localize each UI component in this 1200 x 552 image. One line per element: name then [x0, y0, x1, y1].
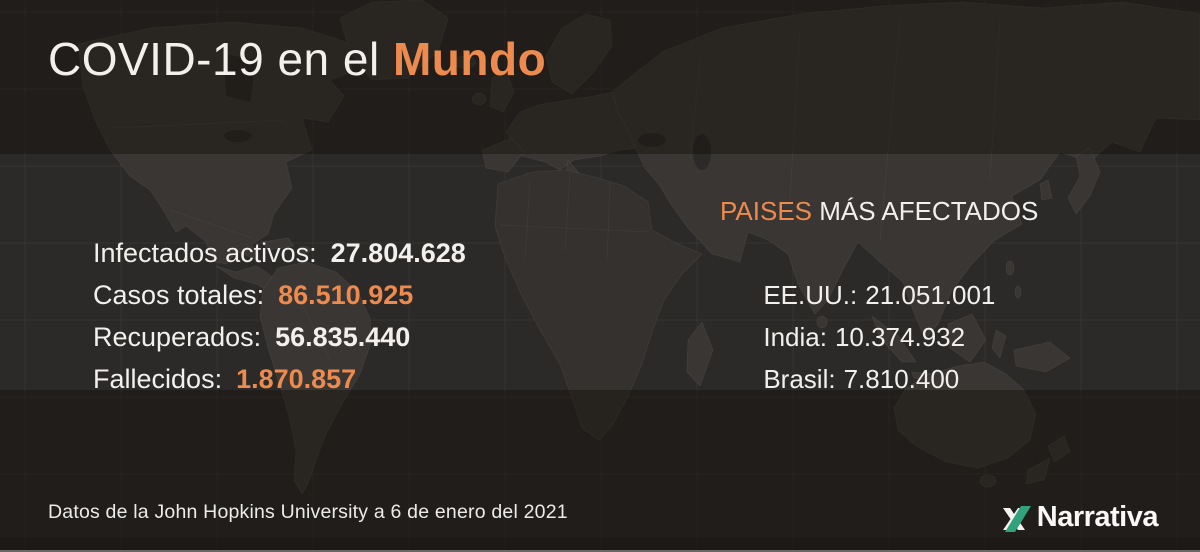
cuba: [261, 237, 295, 251]
japan: [1067, 147, 1101, 215]
new-guinea: [1013, 341, 1071, 373]
scandinavia: [545, 13, 613, 95]
country-label: Brasil:: [763, 364, 836, 394]
country-value: 21.051.001: [865, 280, 996, 310]
sri-lanka: [816, 315, 828, 329]
stat-value: 27.804.628: [330, 238, 466, 268]
new-zealand-south: [1025, 457, 1051, 485]
stat-row-fallecidos: Fallecidos: 1.870.857: [48, 316, 466, 394]
countries-heading-rest: MÁS AFECTADOS: [812, 196, 1039, 226]
stat-value: 86.510.925: [278, 280, 414, 310]
africa: [494, 169, 703, 441]
ireland: [471, 92, 487, 106]
hudson-bay: [224, 54, 256, 102]
united-kingdom: [489, 69, 515, 113]
continents: [77, 0, 1200, 495]
stat-row-casos-totales: Casos totales: 86.510.925: [48, 232, 466, 310]
source-note: Datos de la John Hopkins University a 6 …: [48, 501, 568, 523]
stat-label: Recuperados:: [93, 322, 262, 352]
countries-heading-highlight: PAISES: [720, 196, 813, 226]
black-sea: [638, 133, 666, 147]
stat-row-infectados: Infectados activos: 27.804.628: [48, 190, 466, 268]
hispaniola: [297, 246, 311, 254]
stat-label: Infectados activos:: [93, 238, 317, 268]
australia: [893, 361, 1037, 469]
country-label: India:: [763, 322, 827, 352]
philippines: [1005, 260, 1015, 276]
bottom-dark-strip: [0, 538, 1200, 552]
great-lakes: [224, 130, 252, 142]
page-title: COVID-19 en el Mundo: [48, 34, 546, 85]
title-prefix: COVID-19 en el: [48, 33, 393, 85]
narrativa-logo: Narrativa: [999, 501, 1159, 534]
stat-label: Fallecidos:: [93, 364, 223, 394]
country-value: 7.810.400: [843, 364, 960, 394]
title-highlight: Mundo: [392, 33, 547, 85]
country-label: EE.UU.:: [763, 280, 858, 310]
borneo: [947, 313, 987, 363]
stat-label: Casos totales:: [93, 280, 265, 310]
philippines-2: [1014, 285, 1022, 299]
madagascar: [686, 321, 714, 387]
sulawesi: [991, 329, 1007, 359]
stat-row-recuperados: Recuperados: 56.835.440: [48, 274, 466, 352]
iberia: [481, 137, 525, 173]
stat-value: 56.835.440: [275, 322, 411, 352]
stat-value: 1.870.857: [236, 364, 357, 394]
country-value: 10.374.932: [834, 322, 966, 352]
caspian-sea: [693, 134, 711, 170]
tasmania: [979, 474, 997, 488]
korea: [1039, 179, 1053, 201]
asia: [611, 1, 1200, 341]
bottom-edge-line: [0, 550, 1200, 552]
countries-heading: PAISES MÁS AFECTADOS: [720, 190, 1038, 232]
greenland: [339, 0, 449, 81]
global-stats: Infectados activos: 27.804.628 Casos tota…: [48, 190, 466, 394]
south-america: [259, 261, 373, 495]
sumatra: [871, 315, 917, 363]
new-zealand-north: [1047, 435, 1071, 463]
country-row-eeuu: EE.UU.: 21.051.001: [720, 232, 1038, 310]
country-borders: [111, 19, 1001, 361]
north-america: [77, 21, 353, 265]
top-countries: PAISES MÁS AFECTADOS EE.UU.: 21.051.001 I…: [720, 190, 1038, 394]
logo-text: Narrativa: [1036, 501, 1159, 533]
inland-water: [224, 54, 711, 170]
narrativa-n-icon: [1002, 505, 1031, 532]
country-row-india: India: 10.374.932: [720, 274, 1038, 352]
country-row-brasil: Brasil: 7.810.400: [720, 316, 1038, 394]
iceland: [453, 55, 477, 69]
